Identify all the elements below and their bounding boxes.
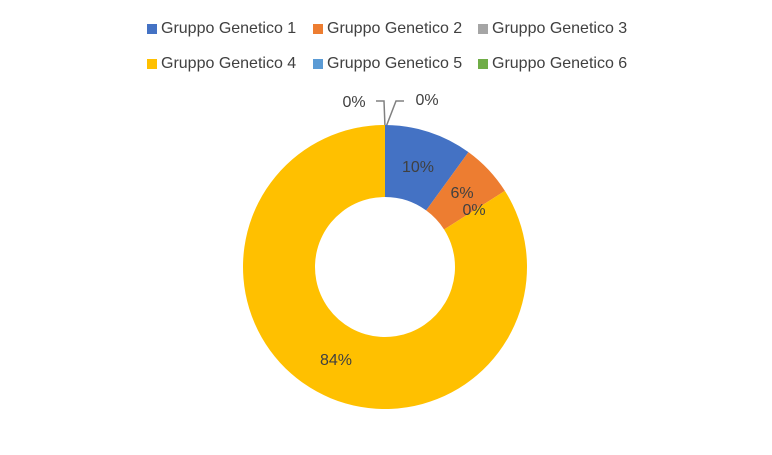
legend-swatch [478,24,488,34]
legend-swatch [478,59,488,69]
legend-label: Gruppo Genetico 4 [161,55,296,72]
slice [242,125,527,409]
legend-swatch [147,59,157,69]
data-label: 0% [415,92,438,109]
leader-line [376,100,386,128]
legend-swatch [147,24,157,34]
legend-label: Gruppo Genetico 2 [327,20,462,37]
data-label: 0% [462,202,485,219]
legend-label: Gruppo Genetico 5 [327,55,462,72]
legend-swatch [313,24,323,34]
data-label: 6% [450,185,473,202]
legend-label: Gruppo Genetico 3 [492,20,627,37]
slice [385,125,469,211]
legend-label: Gruppo Genetico 6 [492,55,627,72]
data-label: 10% [402,159,434,176]
slice [426,152,505,230]
data-label: 0% [342,94,365,111]
legend-label: Gruppo Genetico 1 [161,20,296,37]
leader-line [385,100,404,128]
legend-swatch [313,59,323,69]
data-label: 84% [320,352,352,369]
